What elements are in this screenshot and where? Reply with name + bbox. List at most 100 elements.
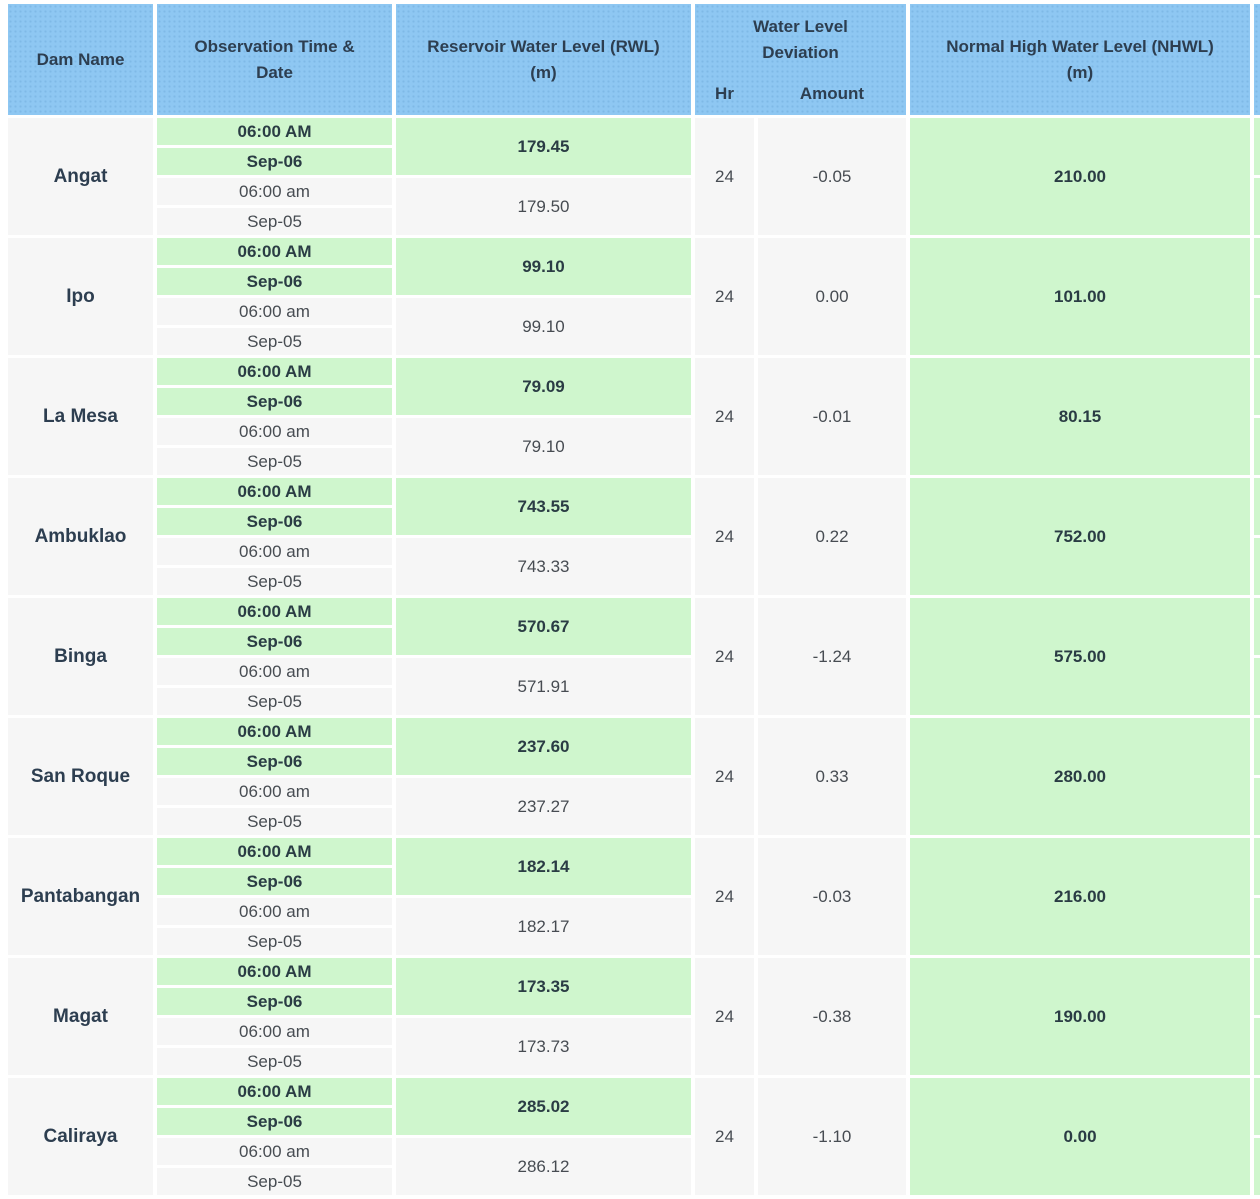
obs-time-previous-cell: 06:00 am xyxy=(157,178,392,205)
nhwl-cell: 80.15 xyxy=(910,358,1250,475)
obs-time-current-cell: 06:00 AM xyxy=(157,838,392,865)
dam-name-cell: La Mesa xyxy=(8,358,153,475)
obs-date-previous-cell: Sep-05 xyxy=(157,568,392,595)
obs-time-previous-cell: 06:00 am xyxy=(157,538,392,565)
obs-time-current-cell: 06:00 AM xyxy=(157,958,392,985)
deviation-amount-cell: -1.10 xyxy=(758,1078,906,1195)
rwl-current-cell: 743.55 xyxy=(396,478,691,535)
rwl-previous-cell: 286.12 xyxy=(396,1138,691,1195)
dam-row: Ipo 06:00 AM Sep-06 06:00 am Sep-05 99.1… xyxy=(8,238,1260,355)
deviation-hr-cell: 24 xyxy=(695,1078,754,1195)
dam-name-cell: Binga xyxy=(8,598,153,715)
nhwl-cell: 575.00 xyxy=(910,598,1250,715)
cutoff-cell-top xyxy=(1254,238,1260,295)
deviation-hr-cell: 24 xyxy=(695,118,754,235)
deviation-hr-cell: 24 xyxy=(695,838,754,955)
table-body: Angat 06:00 AM Sep-06 06:00 am Sep-05 17… xyxy=(8,118,1260,1195)
header-deviation-label: Water Level Deviation xyxy=(753,17,848,62)
cutoff-cell-top xyxy=(1254,478,1260,535)
dam-row: Caliraya 06:00 AM Sep-06 06:00 am Sep-05… xyxy=(8,1078,1260,1195)
header-nhwl: Normal High Water Level (NHWL) (m) xyxy=(910,4,1250,115)
dam-row: Angat 06:00 AM Sep-06 06:00 am Sep-05 17… xyxy=(8,118,1260,235)
header-cutoff-column xyxy=(1254,4,1260,115)
rwl-current-cell: 79.09 xyxy=(396,358,691,415)
rwl-previous-cell: 79.10 xyxy=(396,418,691,475)
cutoff-cell-top xyxy=(1254,358,1260,415)
rwl-previous-cell: 182.17 xyxy=(396,898,691,955)
obs-time-previous-cell: 06:00 am xyxy=(157,418,392,445)
dam-row: Binga 06:00 AM Sep-06 06:00 am Sep-05 57… xyxy=(8,598,1260,715)
header-deviation-group: Water Level Deviation Hr Amount xyxy=(695,4,906,115)
nhwl-cell: 0.00 xyxy=(910,1078,1250,1195)
obs-time-current-cell: 06:00 AM xyxy=(157,478,392,505)
rwl-current-cell: 570.67 xyxy=(396,598,691,655)
obs-date-previous-cell: Sep-05 xyxy=(157,1048,392,1075)
obs-time-current-cell: 06:00 AM xyxy=(157,118,392,145)
obs-time-previous-cell: 06:00 am xyxy=(157,298,392,325)
rwl-previous-cell: 173.73 xyxy=(396,1018,691,1075)
deviation-hr-cell: 24 xyxy=(695,598,754,715)
deviation-hr-cell: 24 xyxy=(695,958,754,1075)
header-deviation-amount-label: Amount xyxy=(799,83,865,103)
obs-date-previous-cell: Sep-05 xyxy=(157,808,392,835)
header-nhwl-label: Normal High Water Level (NHWL) xyxy=(946,37,1214,56)
dam-row: Magat 06:00 AM Sep-06 06:00 am Sep-05 17… xyxy=(8,958,1260,1075)
header-rwl-label: Reservoir Water Level (RWL) xyxy=(427,37,660,56)
obs-date-current-cell: Sep-06 xyxy=(157,268,392,295)
obs-time-current-cell: 06:00 AM xyxy=(157,718,392,745)
nhwl-cell: 101.00 xyxy=(910,238,1250,355)
obs-time-current-cell: 06:00 AM xyxy=(157,598,392,625)
dam-name-cell: Angat xyxy=(8,118,153,235)
deviation-hr-cell: 24 xyxy=(695,238,754,355)
cutoff-cell-bottom xyxy=(1254,658,1260,715)
rwl-previous-cell: 99.10 xyxy=(396,298,691,355)
rwl-current-cell: 173.35 xyxy=(396,958,691,1015)
obs-date-current-cell: Sep-06 xyxy=(157,868,392,895)
cutoff-cell-bottom xyxy=(1254,1138,1260,1195)
dam-row: San Roque 06:00 AM Sep-06 06:00 am Sep-0… xyxy=(8,718,1260,835)
dam-name-cell: Ambuklao xyxy=(8,478,153,595)
dam-row: Ambuklao 06:00 AM Sep-06 06:00 am Sep-05… xyxy=(8,478,1260,595)
obs-time-previous-cell: 06:00 am xyxy=(157,658,392,685)
header-dam-name-label: Dam Name xyxy=(36,49,125,69)
cutoff-cell-bottom xyxy=(1254,898,1260,955)
dam-name-cell: San Roque xyxy=(8,718,153,835)
dam-name-cell: Magat xyxy=(8,958,153,1075)
obs-time-current-cell: 06:00 AM xyxy=(157,358,392,385)
obs-date-current-cell: Sep-06 xyxy=(157,148,392,175)
nhwl-cell: 752.00 xyxy=(910,478,1250,595)
nhwl-cell: 216.00 xyxy=(910,838,1250,955)
deviation-hr-cell: 24 xyxy=(695,478,754,595)
rwl-current-cell: 99.10 xyxy=(396,238,691,295)
nhwl-cell: 280.00 xyxy=(910,718,1250,835)
obs-date-previous-cell: Sep-05 xyxy=(157,208,392,235)
header-deviation-subheaders: Hr Amount xyxy=(695,81,906,107)
obs-date-previous-cell: Sep-05 xyxy=(157,688,392,715)
obs-date-current-cell: Sep-06 xyxy=(157,508,392,535)
obs-time-previous-cell: 06:00 am xyxy=(157,778,392,805)
dam-name-cell: Ipo xyxy=(8,238,153,355)
cutoff-cell-top xyxy=(1254,958,1260,1015)
rwl-current-cell: 285.02 xyxy=(396,1078,691,1135)
cutoff-cell-bottom xyxy=(1254,178,1260,235)
header-rwl-unit: (m) xyxy=(530,62,557,82)
rwl-previous-cell: 571.91 xyxy=(396,658,691,715)
obs-date-previous-cell: Sep-05 xyxy=(157,1168,392,1195)
obs-date-previous-cell: Sep-05 xyxy=(157,328,392,355)
cutoff-cell-top xyxy=(1254,598,1260,655)
nhwl-cell: 190.00 xyxy=(910,958,1250,1075)
cutoff-cell-bottom xyxy=(1254,418,1260,475)
cutoff-cell-bottom xyxy=(1254,538,1260,595)
nhwl-cell: 210.00 xyxy=(910,118,1250,235)
cutoff-cell-bottom xyxy=(1254,778,1260,835)
header-dam-name: Dam Name xyxy=(8,4,153,115)
rwl-current-cell: 179.45 xyxy=(396,118,691,175)
cutoff-cell-top xyxy=(1254,118,1260,175)
obs-date-current-cell: Sep-06 xyxy=(157,388,392,415)
deviation-amount-cell: -0.03 xyxy=(758,838,906,955)
dam-water-level-table: Dam Name Observation Time & Date Reservo… xyxy=(8,4,1260,1195)
deviation-amount-cell: -0.01 xyxy=(758,358,906,475)
deviation-hr-cell: 24 xyxy=(695,358,754,475)
dam-row: La Mesa 06:00 AM Sep-06 06:00 am Sep-05 … xyxy=(8,358,1260,475)
